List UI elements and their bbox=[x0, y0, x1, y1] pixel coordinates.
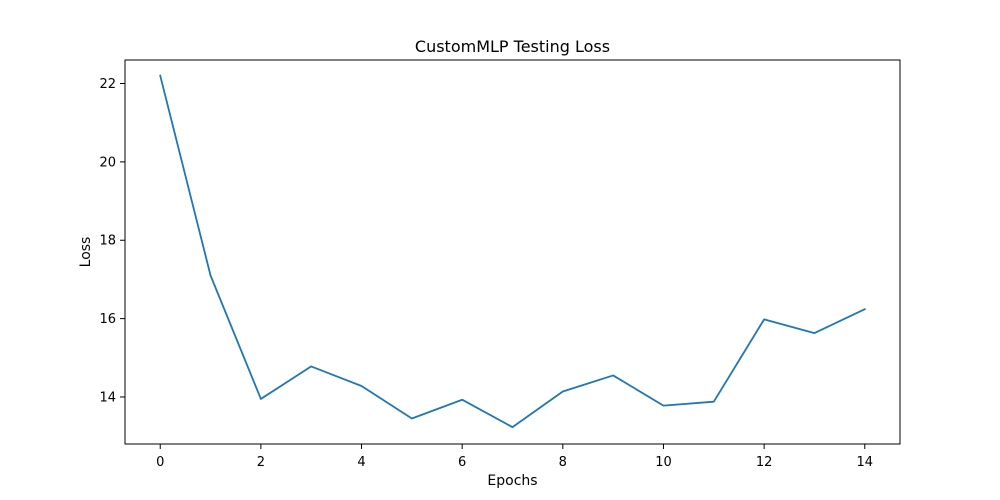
y-tick-label: 18 bbox=[99, 234, 116, 249]
chart-title: CustomMLP Testing Loss bbox=[415, 37, 610, 56]
y-tick-label: 20 bbox=[99, 155, 116, 170]
y-axis-ticks: 14 16 18 20 22 bbox=[99, 77, 125, 405]
y-tick-label: 16 bbox=[99, 312, 116, 327]
x-tick-label: 0 bbox=[156, 455, 164, 470]
x-tick-label: 8 bbox=[559, 455, 567, 470]
series-line bbox=[159, 74, 866, 429]
y-tick-label: 14 bbox=[99, 390, 116, 405]
x-tick-label: 14 bbox=[856, 455, 873, 470]
x-axis-ticks: 0 2 4 6 8 10 12 14 bbox=[156, 444, 873, 470]
x-axis-label: Epochs bbox=[487, 473, 537, 489]
x-tick-label: 12 bbox=[756, 455, 773, 470]
y-axis-label: Loss bbox=[78, 237, 94, 268]
x-tick-label: 2 bbox=[257, 455, 265, 470]
x-tick-label: 10 bbox=[655, 455, 672, 470]
plot-frame bbox=[124, 59, 901, 445]
y-tick-label: 22 bbox=[99, 77, 116, 92]
plot-area: 0 2 4 6 8 10 12 14 14 16 18 20 22 bbox=[99, 59, 901, 470]
x-tick-label: 6 bbox=[458, 455, 466, 470]
x-tick-label: 4 bbox=[357, 455, 365, 470]
